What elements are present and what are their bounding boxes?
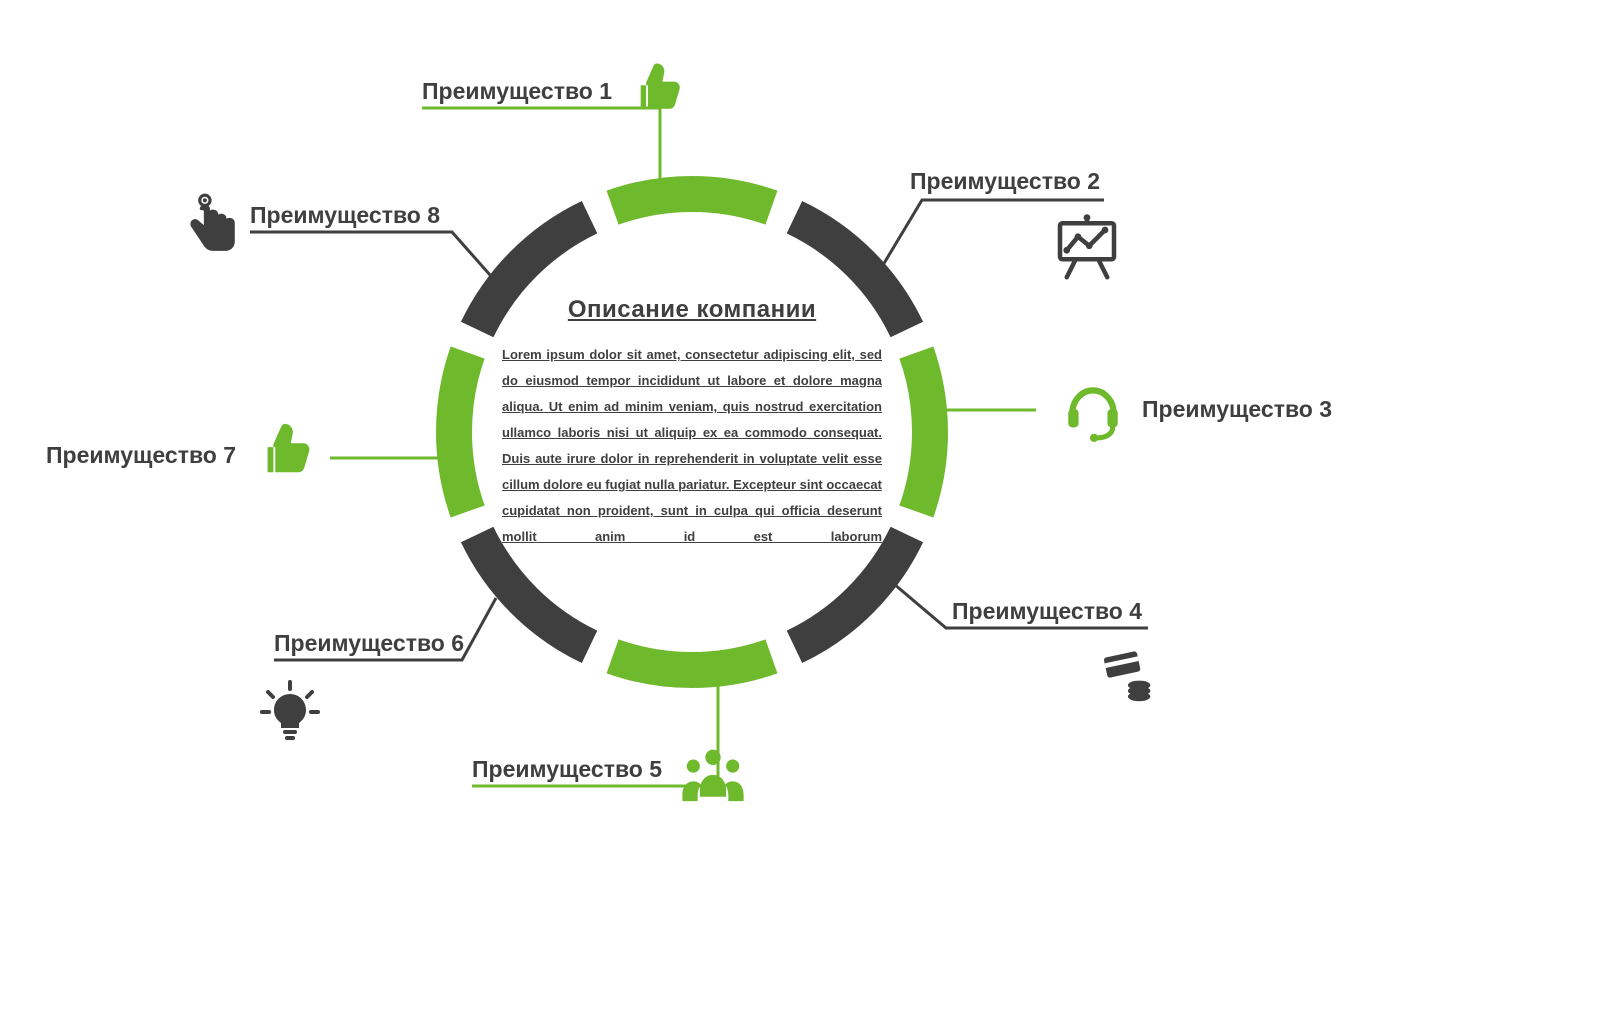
thumbs-up-icon (254, 418, 316, 480)
headset-icon (1060, 378, 1126, 444)
connector-8 (250, 232, 498, 284)
ring-segment-5 (607, 639, 778, 688)
advantage-label-3: Преимущество 3 (1142, 396, 1332, 423)
advantage-label-6: Преимущество 6 (274, 630, 464, 657)
advantage-label-2: Преимущество 2 (910, 168, 1100, 195)
center-block: Описание компании Lorem ipsum dolor sit … (502, 296, 882, 550)
advantage-label-4: Преимущество 4 (952, 598, 1142, 625)
center-body: Lorem ipsum dolor sit amet, consectetur … (502, 342, 882, 550)
lightbulb-icon (258, 680, 322, 744)
advantage-label-5: Преимущество 5 (472, 756, 662, 783)
advantage-label-7: Преимущество 7 (46, 442, 236, 469)
advantage-label-8: Преимущество 8 (250, 202, 440, 229)
connector-1 (422, 108, 660, 194)
advantage-label-1: Преимущество 1 (422, 78, 612, 105)
ring-segment-7 (436, 347, 485, 518)
infographic-stage: Описание компании Lorem ipsum dolor sit … (0, 0, 1600, 1012)
center-title: Описание компании (502, 296, 882, 324)
ring-segment-3 (899, 347, 948, 518)
ring-segment-1 (607, 176, 778, 225)
people-icon (678, 742, 748, 812)
card-coins-icon (1096, 644, 1156, 704)
chart-board-icon (1051, 212, 1123, 284)
thumbs-up-icon (628, 58, 686, 116)
touch-icon (176, 190, 242, 256)
